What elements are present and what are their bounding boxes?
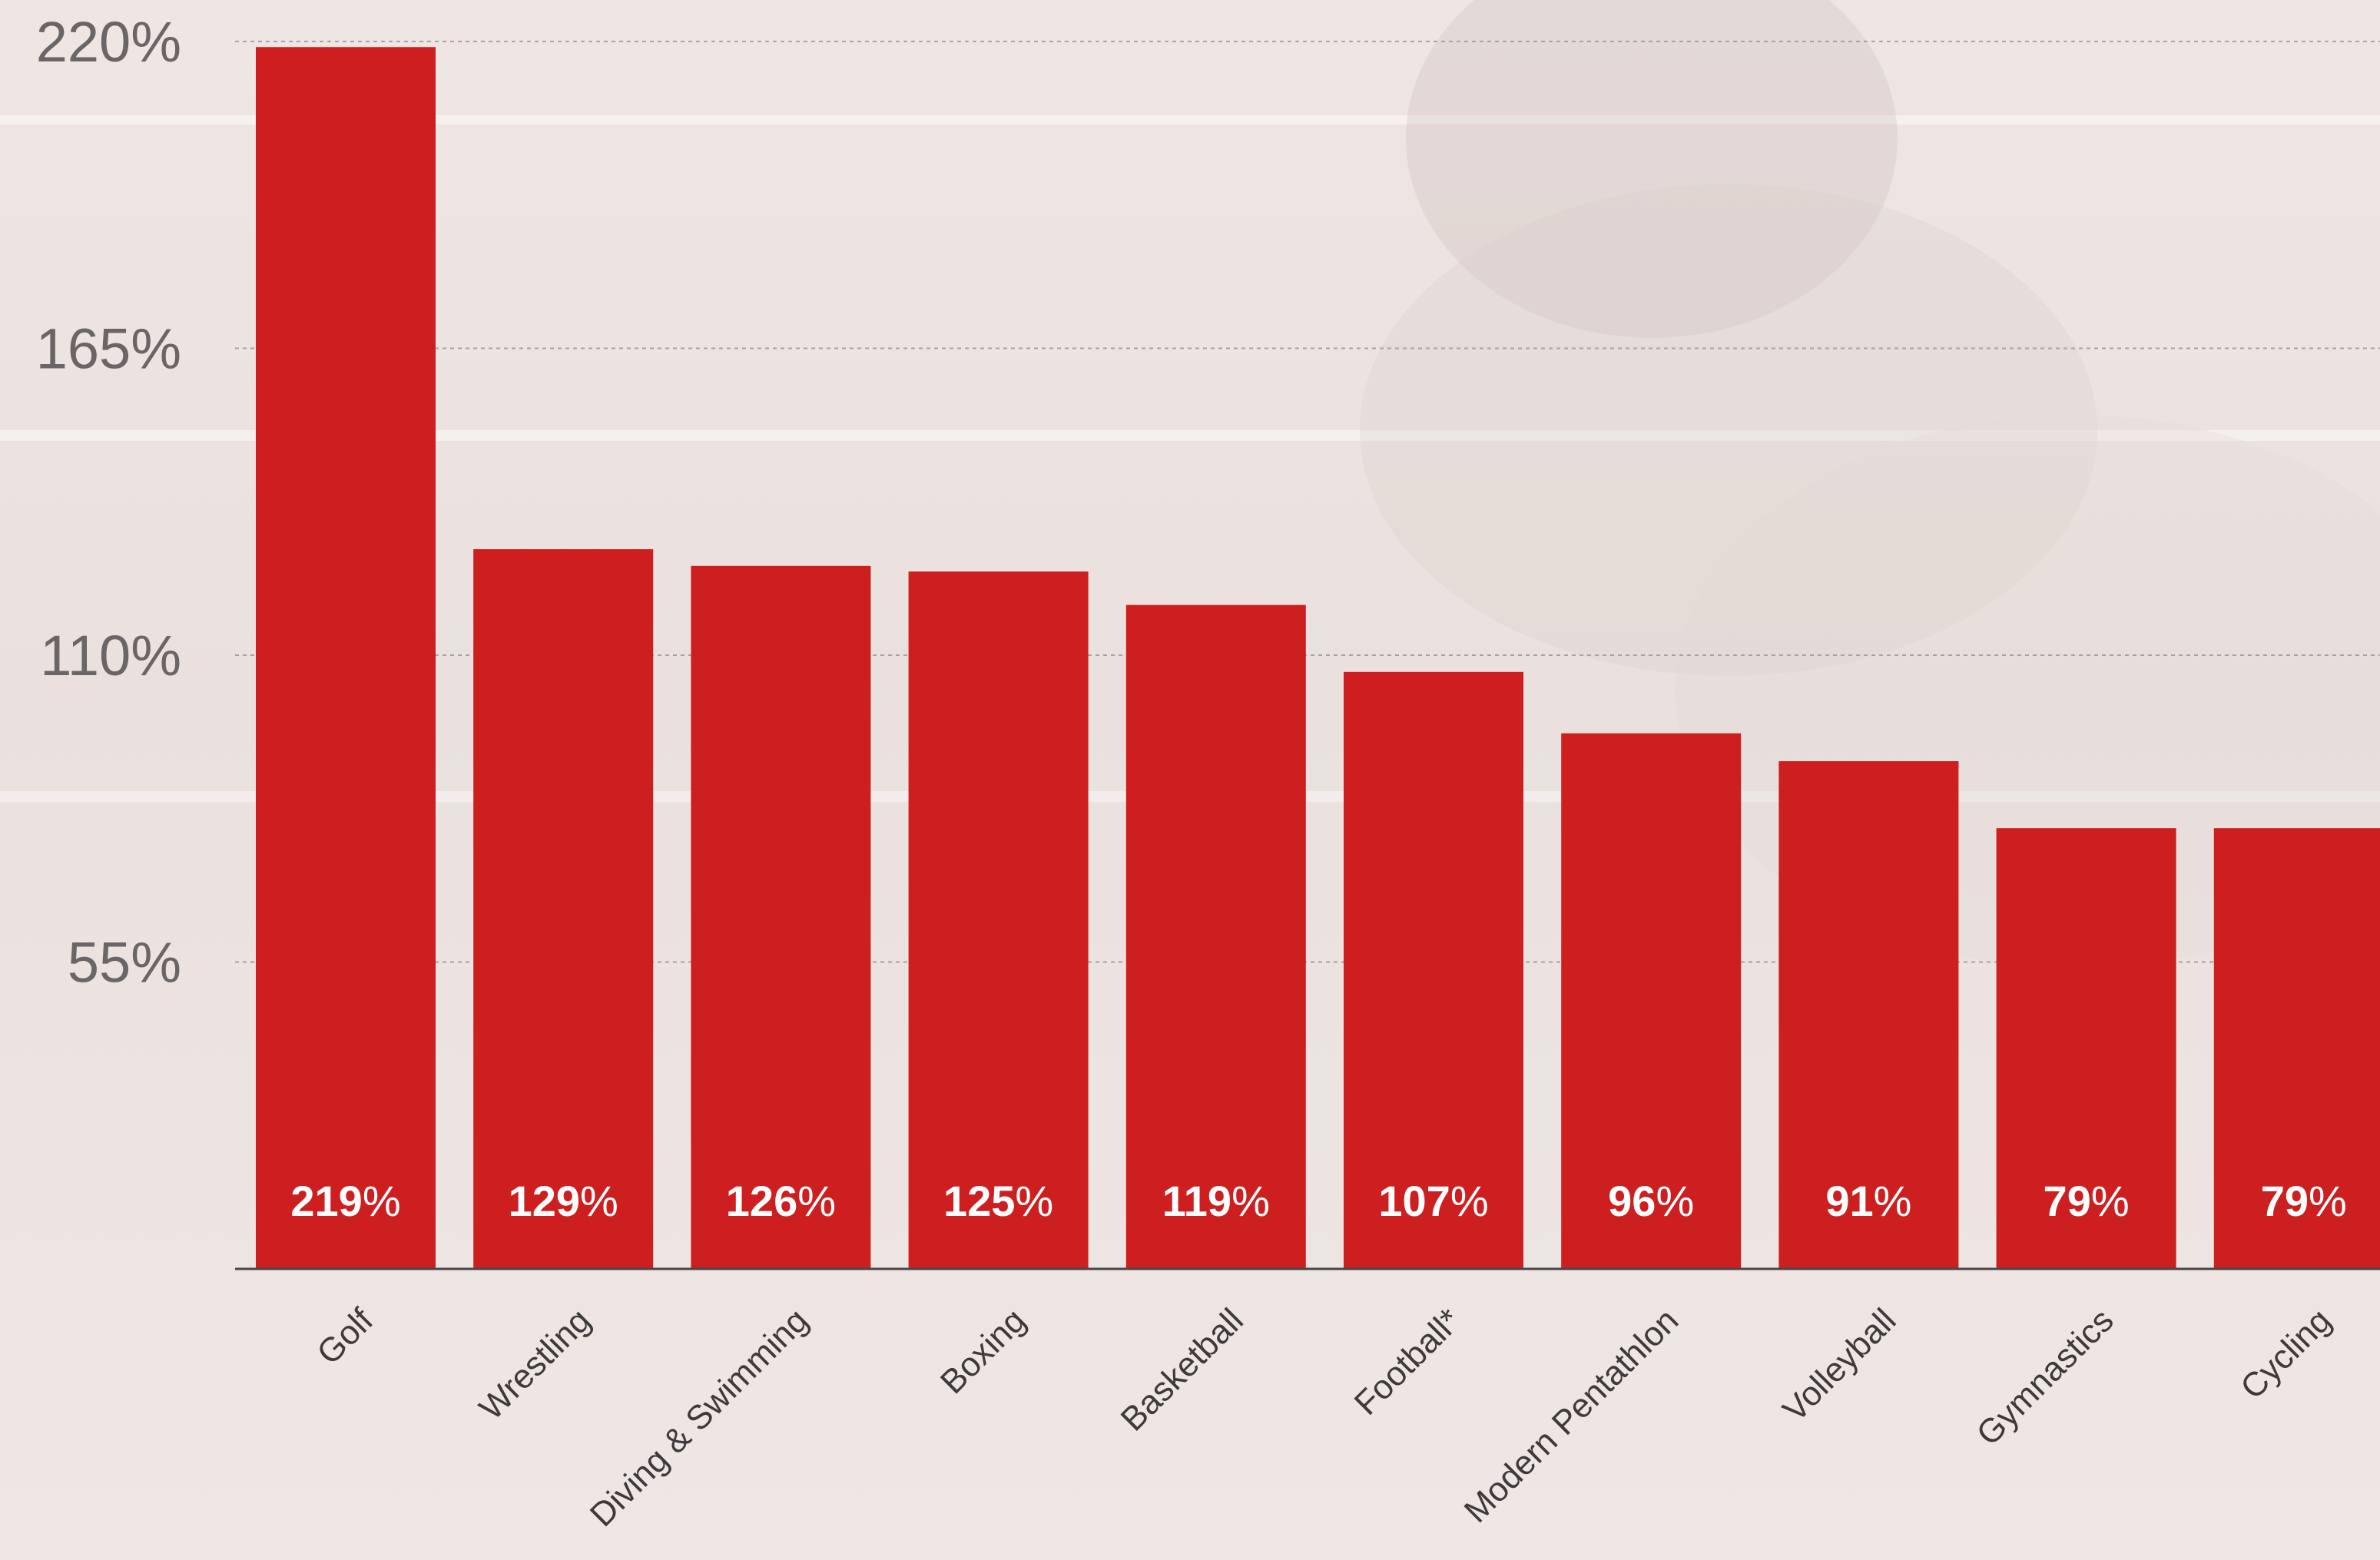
value-label-percent: % (363, 1177, 401, 1225)
value-label-percent: % (1874, 1177, 1912, 1225)
value-label-number: 91 (1825, 1177, 1873, 1225)
bar-golf (256, 47, 436, 1269)
bar-football (1344, 671, 1523, 1269)
value-label-percent: % (2091, 1177, 2130, 1225)
value-label-number: 107 (1378, 1177, 1450, 1225)
x-tick-label: Basketball (1114, 1301, 1251, 1438)
value-label: 125% (943, 1177, 1053, 1225)
value-label: 107% (1378, 1177, 1488, 1225)
value-label-percent: % (2309, 1177, 2347, 1225)
x-tick-label: Football* (1347, 1301, 1468, 1422)
value-label: 96% (1608, 1177, 1694, 1225)
value-label-number: 129 (509, 1177, 580, 1225)
value-label: 79% (2044, 1177, 2130, 1225)
value-label: 126% (726, 1177, 836, 1225)
value-label: 79% (2261, 1177, 2347, 1225)
bar-boxing (908, 571, 1089, 1269)
y-tick-label: 165% (36, 317, 181, 381)
x-tick-label: Modern Pentathlon (1457, 1301, 1686, 1530)
y-tick-label: 110% (40, 624, 181, 687)
value-labels: 219% 129% 126% 125% 119% 107% 96% 91% 79% 79% (290, 1177, 2346, 1225)
value-label-percent: % (1231, 1177, 1270, 1225)
x-tick-label: Golf (310, 1301, 380, 1372)
value-label-percent: % (797, 1177, 836, 1225)
bar-basketball (1125, 604, 1306, 1269)
value-label-number: 79 (2261, 1177, 2309, 1225)
value-label-number: 119 (1162, 1177, 1231, 1225)
x-tick-label: Gymnastics (1970, 1301, 2121, 1452)
value-label-number: 96 (1608, 1177, 1656, 1225)
y-tick-label: 55% (68, 931, 181, 995)
value-label-number: 79 (2044, 1177, 2091, 1225)
x-tick-label: Wrestling (472, 1301, 598, 1427)
x-tick-label: Volleyball (1775, 1301, 1903, 1429)
y-tick-label: 220% (36, 10, 181, 74)
value-label: 129% (509, 1177, 618, 1225)
value-label-percent: % (580, 1177, 618, 1225)
value-label-number: 125 (943, 1177, 1015, 1225)
value-label-percent: % (1450, 1177, 1489, 1225)
value-label-number: 126 (726, 1177, 797, 1225)
value-label: 91% (1825, 1177, 1911, 1225)
value-label: 219% (290, 1177, 400, 1225)
x-tick-label: Cycling (2233, 1301, 2339, 1406)
bar-diving-swimming (691, 565, 871, 1269)
value-label-percent: % (1015, 1177, 1053, 1225)
value-label: 119% (1162, 1177, 1270, 1225)
bar-gymnastics (1996, 828, 2176, 1269)
bars (256, 47, 2380, 1269)
value-label-number: 219 (290, 1177, 362, 1225)
bar-modern-pentathlon (1561, 733, 1742, 1269)
bar-volleyball (1778, 761, 1959, 1269)
x-tick-label: Boxing (933, 1301, 1033, 1401)
value-label-percent: % (1656, 1177, 1694, 1225)
bar-wrestling (473, 548, 654, 1269)
bar-cycling (2213, 828, 2380, 1269)
x-tick-label: Diving & Swimming (583, 1301, 816, 1534)
y-axis-ticks: 55% 110% 165% 220% (36, 10, 181, 995)
